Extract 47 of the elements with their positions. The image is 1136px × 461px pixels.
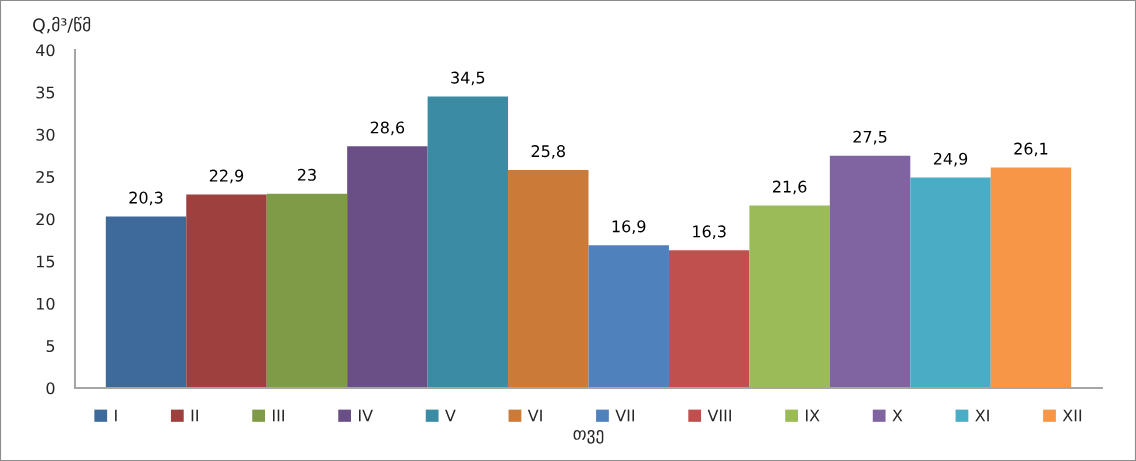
data-label: 21,6 <box>773 180 807 195</box>
bar <box>990 167 1072 388</box>
legend-label: VI <box>527 409 542 422</box>
data-label: 20,3 <box>129 191 163 206</box>
legend-label: V <box>445 409 456 422</box>
x-axis-title: თვე <box>573 430 604 444</box>
y-tick-label: 25 <box>36 170 55 184</box>
legend-label: III <box>272 409 284 422</box>
data-label: 25,8 <box>531 145 565 159</box>
data-label: 22,9 <box>209 169 244 184</box>
data-label: 23 <box>297 168 316 181</box>
y-axis-title: Q,მ³/წმ <box>33 16 91 34</box>
bar <box>105 216 187 388</box>
data-label: 27,5 <box>853 130 887 145</box>
legend-label: IV <box>358 409 373 422</box>
data-label: 34,5 <box>451 71 485 86</box>
bar <box>266 193 348 388</box>
y-tick-label: 40 <box>36 44 55 57</box>
y-tick-label: 20 <box>36 213 55 226</box>
data-label: 16,3 <box>693 225 726 240</box>
bar <box>749 205 830 388</box>
y-tick-label: 5 <box>46 340 55 353</box>
legend-label: VII <box>615 409 635 422</box>
y-tick-label: 0 <box>46 382 55 395</box>
legend-label: II <box>191 409 198 422</box>
y-tick-label: 35 <box>36 86 55 99</box>
legend-label: VIII <box>707 409 731 422</box>
bar <box>508 169 589 388</box>
bar <box>910 177 991 388</box>
bar <box>588 245 669 388</box>
legend-label: X <box>892 409 903 422</box>
bar <box>668 250 750 388</box>
y-tick-label: 10 <box>36 297 55 310</box>
legend-label: I <box>115 409 117 422</box>
bar <box>347 146 428 388</box>
legend-label: IX <box>805 409 820 422</box>
y-tick-label: 30 <box>36 128 55 141</box>
data-label: 26,1 <box>1014 142 1048 157</box>
legend-label: XI <box>975 409 989 422</box>
bar <box>427 96 509 388</box>
bar <box>829 155 911 388</box>
y-tick-label: 15 <box>36 255 55 268</box>
data-label: 16,9 <box>612 220 646 235</box>
legend-label: XII <box>1062 409 1082 422</box>
data-label: 28,6 <box>370 121 405 136</box>
bar <box>186 194 267 388</box>
data-label: 24,9 <box>933 152 968 167</box>
